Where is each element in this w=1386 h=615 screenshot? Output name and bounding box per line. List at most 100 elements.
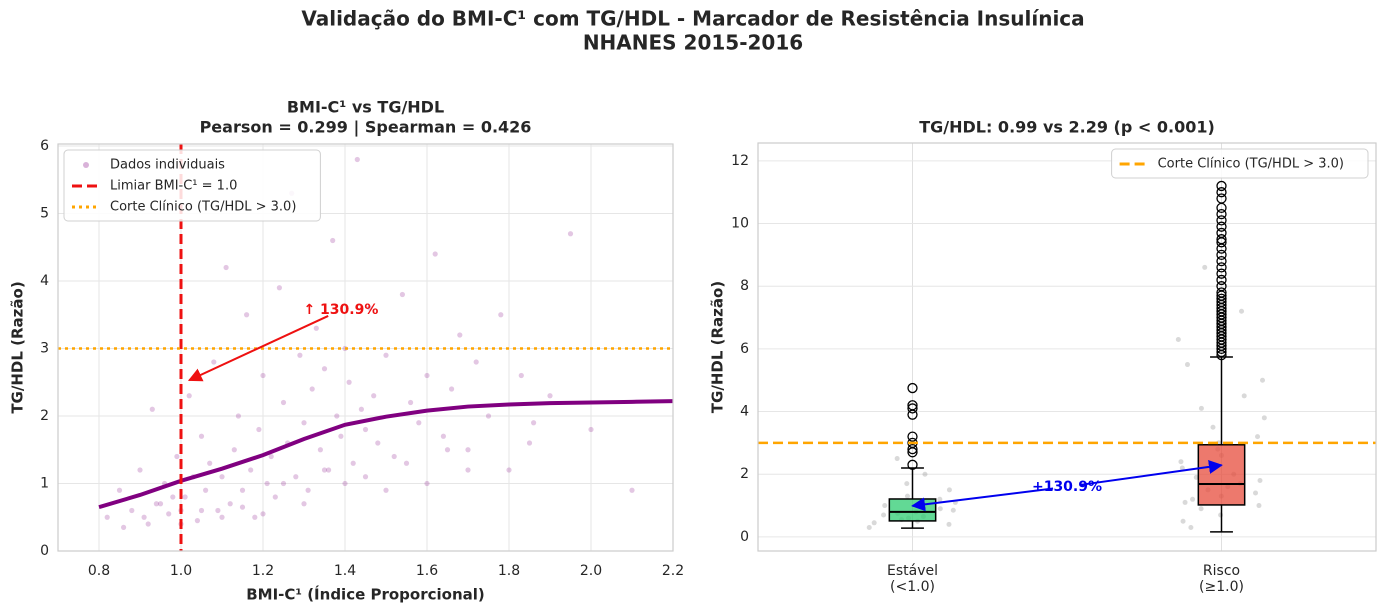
- scatter-point: [391, 453, 397, 460]
- jitter-point: [1202, 264, 1208, 270]
- scatter-point: [424, 480, 430, 487]
- scatter-point: [629, 487, 635, 493]
- jitter-point: [882, 503, 888, 509]
- scatter-point: [248, 467, 254, 473]
- scatter-point: [153, 501, 159, 507]
- outlier: [1216, 255, 1227, 267]
- scatter-point: [531, 420, 537, 426]
- jitter-point: [871, 520, 877, 526]
- scatter-point: [239, 504, 246, 510]
- jitter-point: [1210, 424, 1216, 430]
- scatter-point: [465, 447, 471, 453]
- outlier: [1216, 221, 1227, 232]
- figure-subtitle: NHANES 2015-2016: [583, 31, 803, 55]
- scatter-point: [231, 447, 237, 453]
- scatter-point: [104, 514, 110, 520]
- scatter-point: [145, 521, 151, 527]
- scatter-point: [203, 487, 209, 493]
- scatter-point: [219, 514, 225, 520]
- scatter-point: [330, 237, 336, 244]
- y-axis-label: TG/HDL (Razão): [9, 281, 27, 413]
- scatter-point: [432, 251, 438, 257]
- outlier: [1216, 215, 1227, 226]
- scatter-point: [358, 406, 364, 412]
- chart-title: BMI-C¹ vs TG/HDL: [287, 98, 444, 117]
- scatter-point: [182, 494, 188, 500]
- annotation-arrow: [1080, 459, 1223, 486]
- legend-label: Corte Clínico (TG/HDL > 3.0): [1158, 157, 1344, 172]
- scatter-point: [334, 413, 340, 419]
- scatter-point: [166, 511, 172, 517]
- outlier: [907, 444, 918, 455]
- scatter-point: [116, 487, 123, 493]
- scatter-point: [367, 305, 373, 311]
- outlier: [1216, 268, 1227, 279]
- jitter-point: [1253, 490, 1259, 496]
- legend-label: Limiar BMI-C¹ = 1.0: [110, 179, 237, 194]
- chart-subtitle: Pearson = 0.299 | Spearman = 0.426: [200, 118, 532, 138]
- jitter-point: [1175, 336, 1181, 342]
- legend-label: Corte Clínico (TG/HDL > 3.0): [110, 200, 296, 215]
- annotation: +130.9%: [1032, 479, 1102, 495]
- scatter-point: [498, 312, 504, 318]
- scatter-point: [321, 467, 328, 473]
- x-tick-label: 1.6: [416, 563, 438, 579]
- scatter-point: [408, 399, 414, 406]
- scatter-point: [473, 359, 479, 365]
- scatter-point: [211, 359, 217, 365]
- x-tick-label: 1.2: [252, 563, 274, 579]
- scatter-point: [280, 399, 287, 406]
- scatter-point: [170, 494, 176, 500]
- y-tick-label: 1: [40, 476, 49, 492]
- jitter-point: [922, 471, 928, 477]
- y-tick-label: 6: [740, 341, 749, 357]
- chart-title: TG/HDL: 0.99 vs 2.29 (p < 0.001): [919, 118, 1215, 137]
- y-tick-label: 2: [40, 408, 49, 424]
- outlier: [1216, 262, 1227, 273]
- y-tick-label: 2: [740, 466, 749, 482]
- scatter-point: [506, 467, 512, 473]
- annotation-arrow: [911, 487, 1054, 512]
- scatter-point: [256, 426, 262, 433]
- jitter-point: [1184, 362, 1190, 368]
- legend-label: Dados individuais: [110, 158, 225, 173]
- box: [888, 498, 937, 522]
- scatter-point: [518, 372, 524, 379]
- scatter-point: [444, 447, 451, 453]
- jitter-point: [894, 456, 900, 462]
- scatter-point: [219, 474, 225, 480]
- scatter-point: [371, 393, 377, 399]
- scatter-point: [186, 393, 192, 399]
- scatter-point: [449, 386, 455, 392]
- scatter-point: [264, 480, 270, 487]
- y-tick-label: 0: [40, 543, 49, 559]
- jitter-point: [1179, 465, 1185, 471]
- plot-frame: [757, 142, 1377, 552]
- scatter-point: [313, 325, 319, 331]
- jitter-point: [1239, 308, 1245, 314]
- scatter-point: [239, 487, 246, 493]
- jitter-point: [1182, 499, 1188, 505]
- outlier: [1216, 249, 1227, 261]
- scatter-point: [174, 453, 180, 460]
- scatter-point: [399, 291, 405, 298]
- scatter-point: [272, 494, 278, 500]
- y-axis-label: TG/HDL (Razão): [709, 281, 727, 413]
- scatter-point: [485, 413, 492, 419]
- scatter-point: [198, 507, 205, 514]
- scatter-point: [141, 514, 147, 520]
- outlier: [907, 400, 918, 411]
- x-tick-label: 2.2: [662, 563, 684, 579]
- outlier: [1216, 281, 1227, 292]
- y-tick-label: 8: [740, 278, 749, 294]
- outlier: [1216, 293, 1227, 304]
- legend-marker: [83, 162, 89, 168]
- scatter-point: [297, 352, 303, 358]
- scatter-point: [321, 366, 328, 372]
- scatter-point: [567, 231, 574, 237]
- scatter-point: [129, 507, 135, 514]
- scatter-point: [588, 426, 594, 433]
- scatter-point: [280, 480, 287, 487]
- x-tick-label: Estável (<1.0): [887, 563, 938, 595]
- scatter-point: [157, 501, 164, 507]
